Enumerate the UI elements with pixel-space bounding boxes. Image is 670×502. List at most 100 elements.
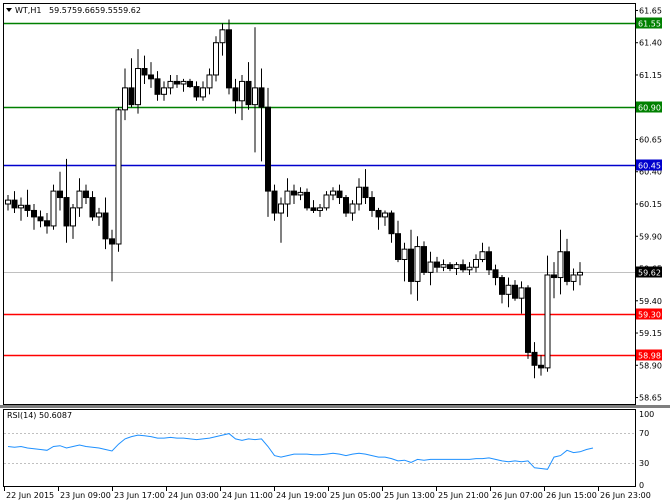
candle-body-down: [564, 251, 570, 282]
candle[interactable]: [148, 62, 154, 88]
candle-body-down: [408, 248, 414, 282]
candle[interactable]: [538, 354, 544, 376]
candle[interactable]: [421, 241, 427, 275]
candle[interactable]: [57, 171, 63, 211]
candle[interactable]: [512, 280, 518, 301]
panel-separator[interactable]: [0, 405, 670, 408]
candle[interactable]: [382, 210, 388, 226]
candle[interactable]: [577, 262, 583, 286]
candle[interactable]: [557, 229, 564, 295]
candle[interactable]: [479, 242, 486, 263]
candle[interactable]: [551, 262, 557, 299]
candle[interactable]: [453, 262, 460, 275]
candle[interactable]: [206, 68, 213, 95]
candle[interactable]: [193, 81, 200, 101]
candle[interactable]: [258, 68, 265, 162]
candle[interactable]: [349, 200, 356, 221]
candle[interactable]: [284, 178, 291, 217]
candle-body-down: [11, 199, 18, 209]
candle[interactable]: [395, 220, 401, 263]
candle[interactable]: [102, 197, 109, 250]
candle[interactable]: [180, 78, 187, 92]
rsi-line[interactable]: [7, 433, 594, 470]
candle[interactable]: [232, 78, 239, 114]
candle-body-down: [109, 238, 115, 245]
candle[interactable]: [408, 229, 414, 295]
candle[interactable]: [570, 268, 577, 291]
candle[interactable]: [18, 197, 24, 221]
candle[interactable]: [63, 158, 70, 243]
candle[interactable]: [310, 200, 317, 214]
candle[interactable]: [141, 55, 148, 84]
candle-body-up: [115, 109, 122, 245]
candle[interactable]: [89, 191, 96, 221]
candle[interactable]: [174, 74, 180, 88]
candle[interactable]: [226, 19, 232, 95]
candle[interactable]: [213, 36, 219, 82]
candle[interactable]: [447, 262, 453, 272]
candle[interactable]: [239, 74, 245, 121]
candle[interactable]: [505, 277, 512, 308]
candle[interactable]: [362, 169, 369, 204]
candle[interactable]: [265, 87, 271, 217]
candle[interactable]: [336, 184, 343, 204]
candle[interactable]: [187, 78, 193, 88]
candle[interactable]: [154, 71, 161, 101]
candle[interactable]: [167, 74, 174, 95]
candle[interactable]: [499, 274, 505, 304]
candle[interactable]: [531, 342, 538, 379]
candle[interactable]: [330, 187, 336, 201]
candle[interactable]: [440, 259, 447, 272]
candle[interactable]: [135, 49, 141, 114]
dropdown-triangle-icon[interactable]: [6, 8, 12, 12]
candle[interactable]: [473, 254, 479, 273]
candle[interactable]: [297, 187, 304, 201]
candle[interactable]: [486, 246, 492, 275]
candle[interactable]: [492, 264, 499, 286]
candle[interactable]: [544, 255, 551, 372]
candle[interactable]: [466, 262, 473, 275]
candle[interactable]: [434, 256, 440, 273]
candle[interactable]: [252, 27, 258, 153]
candle[interactable]: [200, 81, 206, 101]
rsi-tick-label: 30: [639, 459, 649, 468]
candle[interactable]: [343, 194, 349, 217]
candle[interactable]: [460, 259, 466, 273]
candle[interactable]: [96, 207, 102, 226]
candle[interactable]: [44, 213, 50, 234]
candle[interactable]: [50, 184, 57, 230]
candle[interactable]: [76, 178, 83, 217]
candle[interactable]: [375, 207, 382, 230]
candle[interactable]: [388, 210, 395, 243]
candle[interactable]: [278, 197, 284, 243]
candle[interactable]: [24, 189, 31, 217]
time-tick-label: 25 Jun 05:00: [330, 491, 381, 500]
candle[interactable]: [31, 204, 37, 230]
candle[interactable]: [525, 285, 531, 359]
candle[interactable]: [369, 191, 375, 217]
candle[interactable]: [161, 81, 167, 101]
candle[interactable]: [356, 178, 362, 211]
candle[interactable]: [401, 242, 408, 282]
candle[interactable]: [564, 238, 570, 286]
candle[interactable]: [70, 204, 76, 239]
candle[interactable]: [128, 58, 135, 108]
candle[interactable]: [11, 191, 18, 214]
candle[interactable]: [5, 194, 11, 211]
candle-body-up: [180, 80, 187, 85]
candle[interactable]: [291, 184, 297, 204]
candle[interactable]: [245, 62, 252, 110]
candle[interactable]: [219, 23, 226, 56]
candle[interactable]: [83, 184, 89, 204]
candle[interactable]: [37, 210, 44, 228]
candle[interactable]: [414, 236, 421, 301]
candle[interactable]: [271, 184, 278, 221]
candle[interactable]: [304, 188, 310, 211]
candle[interactable]: [115, 107, 122, 252]
candle[interactable]: [122, 68, 128, 121]
candle[interactable]: [323, 191, 330, 211]
candle[interactable]: [109, 229, 115, 282]
candle[interactable]: [518, 281, 525, 314]
candle[interactable]: [317, 204, 323, 217]
candle[interactable]: [427, 251, 434, 286]
